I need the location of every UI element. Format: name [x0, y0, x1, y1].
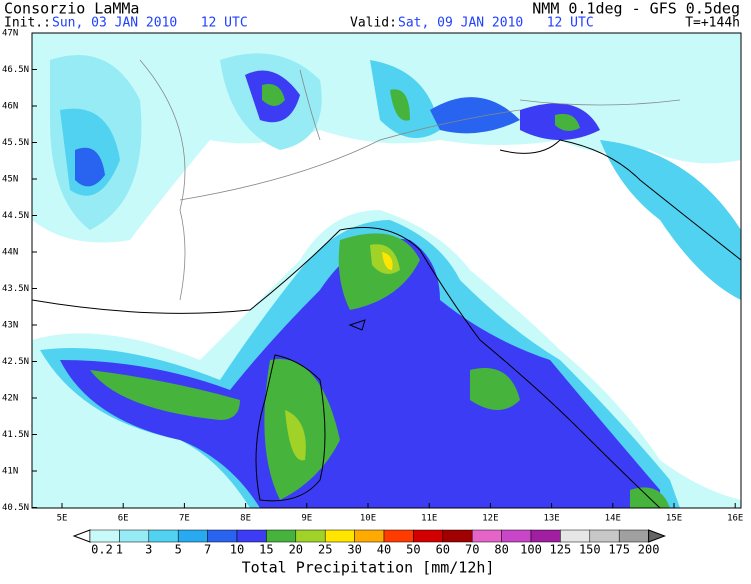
- lat-label: 42.5N: [2, 357, 29, 367]
- axes: 47N 46.5N 46N 45.5N 45N 44.5N 44N 43.5N 43N 42.5N…: [2, 29, 743, 524]
- colorbar-box: [530, 529, 561, 543]
- colorbar-box: [413, 529, 444, 543]
- valid-time: Sat, 09 JAN 2010 12 UTC: [398, 16, 594, 31]
- colorbar-label: 15: [259, 543, 273, 557]
- colorbar-label: 100: [520, 543, 542, 557]
- lon-label: 9E: [301, 514, 312, 524]
- lat-label: 43N: [2, 321, 18, 331]
- colorbar-box: [442, 529, 473, 543]
- init-time: Sun, 03 JAN 2010 12 UTC: [52, 16, 248, 31]
- colorbar-label: 175: [608, 543, 630, 557]
- colorbar: 0.2 1 3 5 7 10 15 20 25 30 40 50 60 70 80 100 125 150 175 2…: [72, 529, 667, 557]
- colorbar-box: [177, 529, 208, 543]
- colorbar-label: 50: [406, 543, 420, 557]
- lon-label: 14E: [605, 514, 621, 524]
- colorbar-label: 0.2: [91, 543, 113, 557]
- colorbar-label: 25: [318, 543, 332, 557]
- colorbar-label: 20: [289, 543, 303, 557]
- lon-label: 15E: [666, 514, 682, 524]
- lat-label: 45.5N: [2, 138, 29, 148]
- colorbar-label: 1: [116, 543, 123, 557]
- colorbar-label: 125: [550, 543, 572, 557]
- colorbar-arrow: [648, 529, 667, 543]
- lon-label: 12E: [482, 514, 498, 524]
- colorbar-label: 70: [465, 543, 479, 557]
- colorbar-label: 10: [230, 543, 244, 557]
- agency: Consorzio LaMMa: [4, 0, 139, 18]
- colorbar-box: [354, 529, 385, 543]
- lat-label: 41N: [2, 467, 18, 477]
- colorbar-box: [236, 529, 267, 543]
- lon-label: 7E: [179, 514, 190, 524]
- lead-time: T=+144h: [685, 16, 740, 31]
- lat-label: 47N: [2, 29, 18, 39]
- colorbar-label: 150: [579, 543, 601, 557]
- lat-label: 46.5N: [2, 65, 29, 75]
- lon-label: 5E: [57, 514, 68, 524]
- colorbar-box: [119, 529, 150, 543]
- lat-label: 44.5N: [2, 211, 29, 221]
- lat-label: 43.5N: [2, 284, 29, 294]
- colorbar-label: 80: [494, 543, 508, 557]
- lon-label: 13E: [543, 514, 559, 524]
- model: NMM 0.1deg - GFS 0.5deg: [532, 0, 740, 18]
- colorbar-label: 5: [175, 543, 182, 557]
- lon-label: 11E: [421, 514, 437, 524]
- colorbar-label: 7: [204, 543, 211, 557]
- lat-label: 45N: [2, 175, 18, 185]
- colorbar-label: 40: [377, 543, 391, 557]
- colorbar-label: 3: [145, 543, 152, 557]
- colorbar-box: [148, 529, 179, 543]
- lat-label: 44N: [2, 248, 18, 258]
- lat-label: 41.5N: [2, 430, 29, 440]
- colorbar-label: 200: [638, 543, 660, 557]
- colorbar-label: 30: [347, 543, 361, 557]
- colorbar-box: [324, 529, 355, 543]
- lon-label: 16E: [727, 514, 743, 524]
- colorbar-box: [295, 529, 326, 543]
- lat-label: 46N: [2, 102, 18, 112]
- colorbar-arrow: [72, 529, 91, 543]
- colorbar-box: [618, 529, 649, 543]
- colorbar-box: [207, 529, 238, 543]
- lat-label: 42N: [2, 394, 18, 404]
- colorbar-box: [501, 529, 532, 543]
- lon-label: 8E: [240, 514, 251, 524]
- colorbar-box: [471, 529, 502, 543]
- colorbar-box: [383, 529, 414, 543]
- colorbar-box: [89, 529, 120, 543]
- colorbar-label: 60: [436, 543, 450, 557]
- colorbar-box: [266, 529, 297, 543]
- colorbar-title: Total Precipitation [mm/12h]: [242, 559, 495, 577]
- lat-label: 40.5N: [2, 503, 29, 513]
- lon-label: 10E: [360, 514, 376, 524]
- colorbar-box: [589, 529, 620, 543]
- init-label: Init.:: [4, 16, 51, 31]
- valid-label: Valid:: [350, 16, 397, 31]
- precip-field: [32, 33, 741, 508]
- lon-label: 6E: [118, 514, 129, 524]
- map-frame: [31, 32, 742, 509]
- colorbar-box: [560, 529, 591, 543]
